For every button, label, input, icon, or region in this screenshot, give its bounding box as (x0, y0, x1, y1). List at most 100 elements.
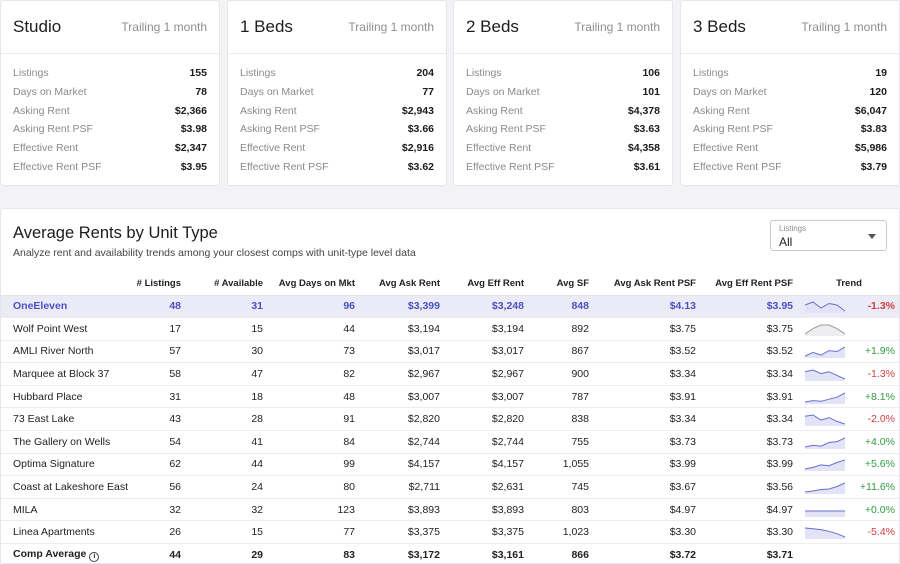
table-cell: 62 (129, 453, 187, 477)
table-cell: 755 (530, 430, 595, 454)
table-cell: 24 (187, 475, 269, 499)
comp-average-text: Comp Average (13, 548, 87, 561)
trend-value: -5.4% (867, 526, 895, 539)
table-cell: $3.67 (595, 475, 702, 499)
property-name[interactable]: AMLI River North (1, 340, 129, 364)
property-name[interactable]: Optima Signature (1, 453, 129, 477)
table-cell: 82 (269, 362, 361, 386)
table-row[interactable]: Marquee at Block 37 58 47 82 $2,967 $2,967 900… (1, 362, 899, 386)
table-cell: $3.99 (702, 453, 799, 477)
table-cell: $3,017 (361, 340, 446, 364)
trend-sparkline (805, 347, 845, 359)
trend-cell (799, 543, 899, 564)
table-row[interactable]: 73 East Lake 43 28 91 $2,820 $2,820 838 $3.34 $3… (1, 407, 899, 432)
table-cell: $3.34 (702, 407, 799, 432)
table-cell: 44 (187, 453, 269, 477)
property-name[interactable]: 73 East Lake (1, 407, 129, 432)
listings-filter-dropdown[interactable]: Listings All (770, 220, 887, 251)
column-header[interactable]: # Listings (129, 273, 187, 296)
table-cell: 30 (187, 340, 269, 364)
metric-value: $2,916 (401, 142, 434, 155)
dropdown-value: All (779, 235, 793, 249)
table-cell: 91 (269, 407, 361, 432)
trend-sparkline (805, 369, 845, 382)
card-period: Trailing 1 month (348, 20, 434, 34)
sparkline-line (805, 301, 845, 312)
property-name[interactable]: Linea Apartments (1, 520, 129, 545)
column-header[interactable]: Avg Ask Rent PSF (595, 273, 702, 296)
metric-label: Asking Rent (693, 104, 750, 117)
sparkline-area (805, 437, 845, 449)
sparkline-area (805, 347, 845, 359)
trend-sparkline (805, 301, 845, 314)
table-row[interactable]: The Gallery on Wells 54 41 84 $2,744 $2,744 75… (1, 430, 899, 454)
table-cell: $4,157 (446, 453, 530, 477)
table-cell: 745 (530, 475, 595, 499)
metric-label: Asking Rent PSF (466, 123, 546, 136)
property-name[interactable]: Coast at Lakeshore East (1, 475, 129, 499)
info-icon[interactable]: i (89, 552, 100, 563)
table-cell: $2,967 (361, 362, 446, 386)
metric-value: 77 (422, 85, 434, 98)
table-cell: $3,194 (446, 317, 530, 341)
table-row[interactable]: AMLI River North 57 30 73 $3,017 $3,017 867 $3.… (1, 340, 899, 364)
property-name[interactable]: MILA (1, 498, 129, 522)
table-row[interactable]: Hubbard Place 31 18 48 $3,007 $3,007 787 $3.91 $… (1, 385, 899, 409)
trend-sparkline (805, 527, 845, 540)
table-row[interactable]: MILA 32 32 123 $3,893 $3,893 803 $4.97 $4.97 +0.0… (1, 498, 899, 522)
dropdown-label: Listings (779, 224, 807, 233)
metric-value: 78 (195, 85, 207, 98)
trend-value: +11.6% (859, 481, 895, 494)
property-name[interactable]: The Gallery on Wells (1, 430, 129, 454)
property-name[interactable]: Wolf Point West (1, 317, 129, 341)
card-title: 1 Beds (240, 17, 293, 36)
table-cell: $3,399 (361, 295, 446, 319)
column-header[interactable]: Avg SF (530, 273, 595, 296)
metric-label: Effective Rent (466, 142, 532, 155)
metric-value: $2,943 (401, 104, 434, 117)
table-row[interactable]: Optima Signature 62 44 99 $4,157 $4,157 1,055 $… (1, 453, 899, 477)
column-header[interactable]: Avg Eff Rent PSF (702, 273, 799, 296)
table-row[interactable]: OneEleven 48 31 96 $3,399 $3,248 848 $4.13 $3.95… (1, 295, 899, 319)
property-name[interactable]: Marquee at Block 37 (1, 362, 129, 386)
card-divider (228, 53, 446, 54)
table-cell: $3,893 (361, 498, 446, 522)
card-title: 3 Beds (693, 17, 746, 36)
column-header[interactable]: Avg Eff Rent (446, 273, 530, 296)
trend-cell: +1.9% (799, 340, 899, 364)
table-row[interactable]: Wolf Point West 17 15 44 $3,194 $3,194 892 $3.7… (1, 317, 899, 341)
card-period: Trailing 1 month (121, 20, 207, 34)
table-cell: $3,248 (446, 295, 530, 319)
column-header[interactable]: Avg Days on Mkt (269, 273, 361, 296)
column-header[interactable]: Avg Ask Rent (361, 273, 446, 296)
table-cell: $3.73 (595, 430, 702, 454)
property-name[interactable]: OneEleven (1, 295, 129, 319)
table-cell: 43 (129, 407, 187, 432)
table-row[interactable]: Linea Apartments 26 15 77 $3,375 $3,375 1,023 $… (1, 520, 899, 545)
metric-value: 120 (869, 85, 887, 98)
trend-cell: +8.1% (799, 385, 899, 409)
sparkline-line (805, 369, 845, 380)
table-cell: 83 (269, 543, 361, 564)
metric-label: Effective Rent PSF (240, 160, 329, 173)
card-title: Studio (13, 17, 62, 36)
table-cell: 99 (269, 453, 361, 477)
metric-value: $4,378 (627, 104, 660, 117)
card-divider (454, 53, 672, 54)
property-name[interactable]: Hubbard Place (1, 385, 129, 409)
card-2-beds: 2 Beds Trailing 1 month Listings 106 Days … (453, 0, 673, 186)
table-cell: $3.71 (702, 543, 799, 564)
metric-label: Asking Rent PSF (13, 123, 93, 136)
table-cell: $4.97 (702, 498, 799, 522)
metric-value: $2,366 (174, 104, 207, 117)
trend-cell: +4.0% (799, 430, 899, 454)
sparkline-line (805, 324, 845, 335)
column-header[interactable]: # Available (187, 273, 269, 296)
table-row[interactable]: Coast at Lakeshore East 56 24 80 $2,711 $2,63… (1, 475, 899, 499)
table-cell: 58 (129, 362, 187, 386)
table-cell: 56 (129, 475, 187, 499)
table-cell: 77 (269, 520, 361, 545)
card-title: 2 Beds (466, 17, 519, 36)
metric-value: $3.83 (860, 123, 887, 136)
metric-label: Effective Rent (13, 142, 79, 155)
